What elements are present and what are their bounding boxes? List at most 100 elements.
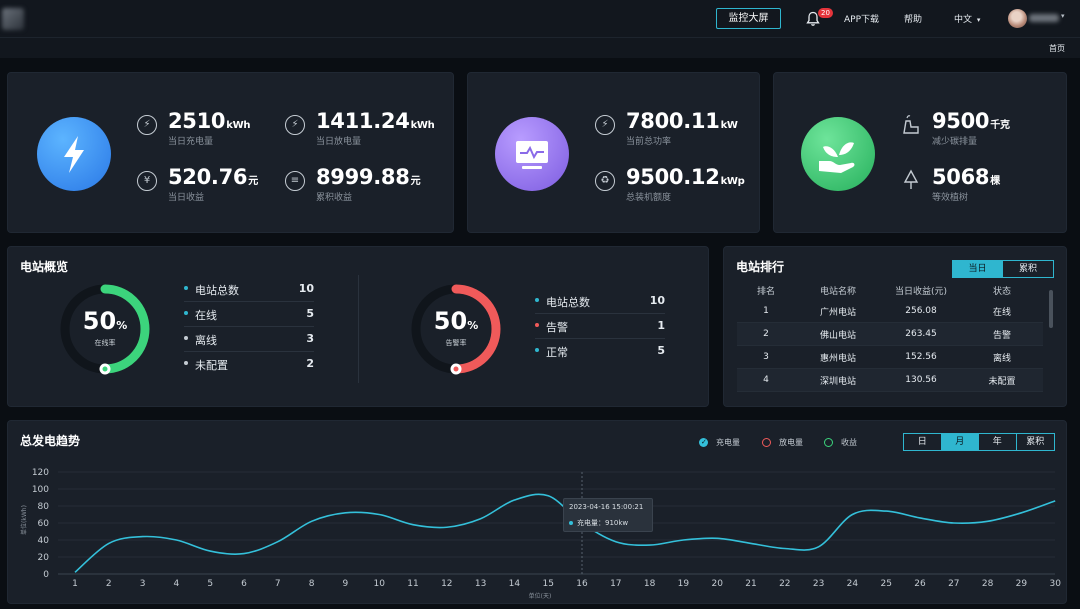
station-ranking-title: 电站排行 <box>736 260 785 274</box>
table-row[interactable]: 2 佛山电站 263.45 告警 <box>737 323 1043 346</box>
x-tick-label: 7 <box>275 579 281 589</box>
y-tick-label: 120 <box>32 468 49 478</box>
y-tick-label: 80 <box>38 502 50 512</box>
status-count: 1 <box>657 319 665 332</box>
status-dot <box>184 311 188 315</box>
y-tick-label: 60 <box>38 519 50 529</box>
app-download-link[interactable]: APP下载 <box>844 15 880 25</box>
user-name-blurred[interactable] <box>1029 14 1059 22</box>
x-tick-label: 22 <box>779 579 790 589</box>
online-donut-arc <box>100 284 150 374</box>
chevron-down-icon: ▾ <box>976 16 981 24</box>
table-cell: 3 <box>763 352 769 362</box>
coins-icon: ≡ <box>285 171 305 191</box>
x-tick-label: 9 <box>343 579 349 589</box>
x-tick-label: 3 <box>140 579 146 589</box>
x-tick-label: 12 <box>441 579 452 589</box>
ranking-tab[interactable]: 累积 <box>1018 264 1037 274</box>
x-tick-label: 4 <box>174 579 180 589</box>
status-label: 正常 <box>546 346 568 359</box>
breadcrumb-home[interactable]: 首页 <box>1049 44 1065 53</box>
y-tick-label: 40 <box>38 536 50 546</box>
table-cell: 130.56 <box>905 375 937 385</box>
online-donut-knob-center <box>102 366 108 372</box>
x-tick-label: 21 <box>745 579 756 589</box>
x-tick-label: 13 <box>475 579 486 589</box>
x-tick-label: 19 <box>678 579 690 589</box>
status-label: 在线 <box>195 309 217 322</box>
alarm-rate-donut: 50% 告警率 <box>407 280 505 378</box>
charge-icon: ⚡ <box>137 115 157 135</box>
x-axis-label: 单位(天) <box>529 592 552 600</box>
x-tick-label: 30 <box>1049 579 1061 589</box>
bell-icon[interactable] <box>806 11 820 27</box>
x-tick-label: 8 <box>309 579 315 589</box>
trend-tab[interactable]: 年 <box>979 434 1017 450</box>
status-count: 2 <box>306 357 314 370</box>
online-row: 未配置 2 <box>184 352 314 377</box>
online-rate-label: 在线率 <box>94 339 116 347</box>
station-overview-title: 电站概览 <box>20 260 69 274</box>
logo[interactable] <box>2 8 24 30</box>
legend-revenue-marker <box>824 438 833 447</box>
column-header: 电站名称 <box>819 286 856 297</box>
status-dot <box>184 286 188 290</box>
table-cell: 佛山电站 <box>819 330 856 341</box>
status-label: 告警 <box>546 321 568 334</box>
x-tick-label: 11 <box>407 579 418 589</box>
eco-stats-card: 9500千克 减少碳排量 5068棵 等效植树 <box>773 72 1067 233</box>
status-label: 电站总数 <box>195 284 239 297</box>
trend-tab[interactable]: 月 <box>941 434 979 450</box>
user-menu-chevron-icon[interactable]: ▾ <box>1061 12 1065 20</box>
chart-tooltip: 2023-04-16 15:00:21 充电量：910kw <box>563 498 653 532</box>
status-dot <box>535 323 539 327</box>
top-bar: 监控大屏 20 APP下载 帮助 中文 ▾ ▾ <box>0 0 1080 38</box>
x-tick-label: 18 <box>644 579 656 589</box>
tree-icon <box>903 169 919 189</box>
column-header: 排名 <box>756 286 775 297</box>
trend-tab[interactable]: 累积 <box>1026 437 1045 447</box>
status-count: 10 <box>298 282 314 295</box>
x-tick-label: 16 <box>576 579 588 589</box>
trend-title: 总发电趋势 <box>20 434 81 448</box>
y-axis-label: 单位(kWh) <box>20 505 28 535</box>
table-cell: 1 <box>763 306 769 316</box>
alarm-donut-knob-center <box>453 366 459 372</box>
monitor-screen-button[interactable]: 监控大屏 <box>716 8 781 29</box>
status-dot <box>184 361 188 365</box>
status-count: 5 <box>306 307 314 320</box>
x-tick-label: 26 <box>914 579 926 589</box>
table-row[interactable]: 4 深圳电站 130.56 未配置 <box>737 369 1043 392</box>
ranking-tab[interactable]: 当日 <box>953 261 1003 277</box>
status-label: 电站总数 <box>546 296 590 309</box>
table-cell: 4 <box>763 375 769 385</box>
ranking-table-body: 1 广州电站 256.08 在线 2 佛山电站 263.45 告警 3 惠州电站 152.56 离线 4… <box>737 300 1043 392</box>
alarm-row: 告警 1 <box>535 314 665 339</box>
y-tick-label: 20 <box>38 553 50 563</box>
status-dot <box>184 336 188 340</box>
language-select[interactable]: 中文 ▾ <box>954 12 980 25</box>
online-status-list: 电站总数 10 在线 5 离线 3 未配置 2 <box>184 277 314 377</box>
tooltip-series-dot <box>569 521 573 525</box>
x-tick-label: 5 <box>207 579 213 589</box>
table-cell: 2 <box>763 329 769 339</box>
plant-hand-icon <box>801 117 875 191</box>
ranking-scrollbar[interactable] <box>1049 290 1053 328</box>
ranking-table: 排名 电站名称 当日收益(元) 状态 1 广州电站 256.08 在线 2 佛山电站 263.45… <box>737 280 1043 392</box>
alarm-rate-label: 告警率 <box>445 339 467 347</box>
legend-charge-marker: ✓ <box>699 438 708 447</box>
table-row[interactable]: 1 广州电站 256.08 在线 <box>737 300 1043 323</box>
table-row[interactable]: 3 惠州电站 152.56 离线 <box>737 346 1043 369</box>
help-link[interactable]: 帮助 <box>904 15 923 25</box>
status-dot <box>535 298 539 302</box>
x-tick-label: 28 <box>982 579 994 589</box>
table-cell: 256.08 <box>905 306 937 316</box>
x-tick-label: 1 <box>72 579 78 589</box>
avatar[interactable] <box>1008 9 1027 28</box>
factory-icon <box>903 115 919 134</box>
x-tick-label: 25 <box>880 579 891 589</box>
table-cell: 离线 <box>992 353 1011 364</box>
alarm-rate-value: 50% <box>433 307 479 335</box>
trend-tab[interactable]: 日 <box>904 434 942 450</box>
status-dot <box>535 348 539 352</box>
